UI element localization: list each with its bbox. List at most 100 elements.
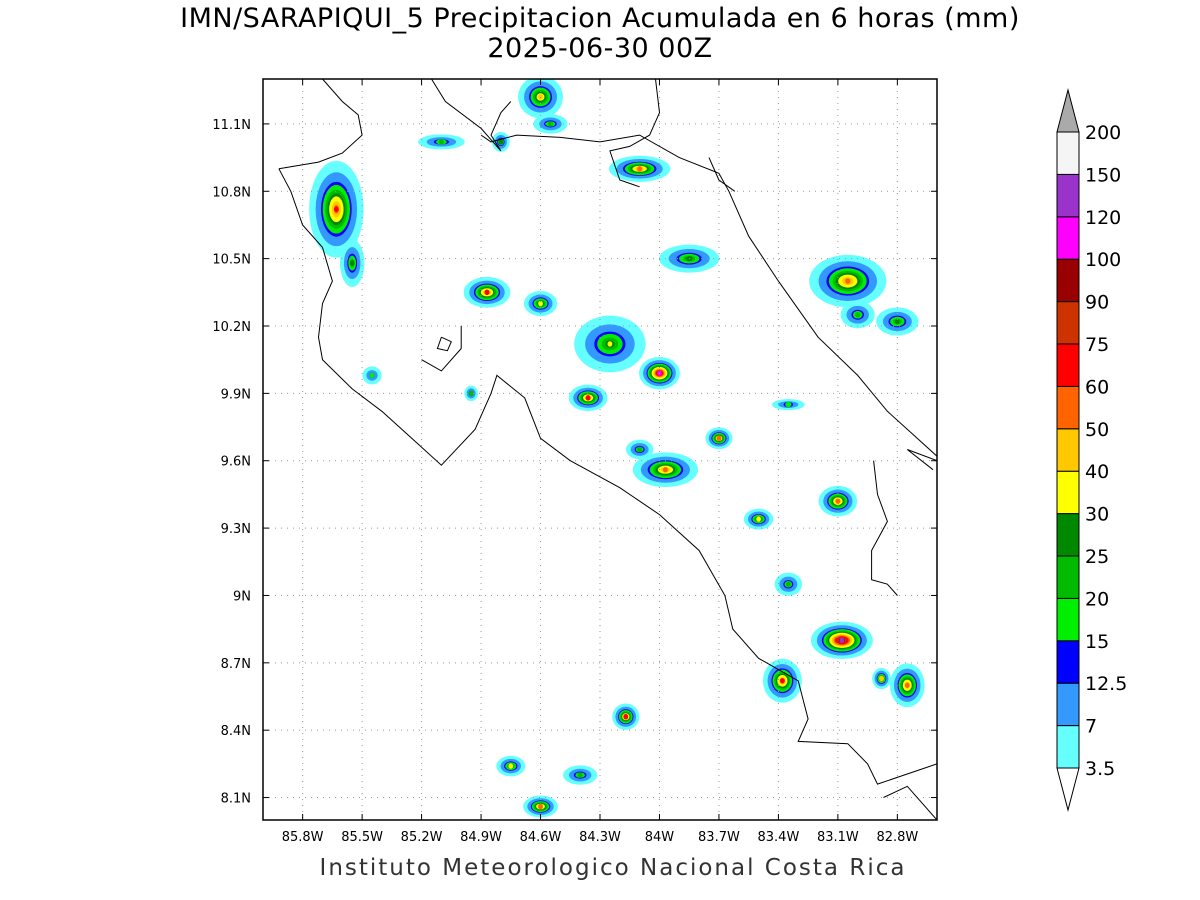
colorbar-swatch	[1056, 513, 1080, 557]
rain-contour	[637, 166, 643, 172]
lat-tick-label: 9N	[233, 589, 251, 604]
colorbar-level-label: 15	[1085, 631, 1109, 653]
colorbar-swatch	[1056, 470, 1080, 515]
rain-contour	[607, 341, 613, 347]
colorbar-swatch	[1056, 555, 1080, 599]
lon-tick-label: 84.9W	[460, 830, 502, 845]
colorbar-level-label: 40	[1085, 461, 1109, 483]
colorbar-level-label: 120	[1085, 207, 1121, 229]
rain-cell	[518, 79, 564, 119]
colorbar-over-arrow	[1056, 88, 1080, 133]
colorbar-level-label: 7	[1085, 716, 1097, 738]
rain-cell	[418, 134, 465, 150]
map-frame	[262, 78, 938, 821]
lon-tick-label: 85.8W	[282, 830, 324, 845]
colorbar-swatch	[1056, 428, 1080, 472]
colorbar-level-label: 75	[1085, 334, 1109, 356]
rain-cell	[771, 399, 805, 411]
rain-cell	[705, 427, 733, 450]
lat-tick-label: 9.6N	[221, 455, 251, 470]
rain-cell	[872, 667, 891, 690]
rain-cell	[625, 439, 654, 460]
colorbar-swatch	[1056, 343, 1080, 387]
lat-tick-label: 8.7N	[221, 657, 251, 672]
lon-tick-label: 85.5W	[341, 830, 383, 845]
coastlines-borders	[278, 79, 937, 820]
rain-cell	[818, 485, 858, 517]
colorbar-level-label: 20	[1085, 588, 1109, 610]
lat-tick-label: 9.3N	[221, 522, 251, 537]
rain-contour	[835, 498, 841, 504]
rain-contour	[349, 260, 355, 266]
rain-contour	[623, 714, 629, 720]
coastline	[421, 326, 462, 372]
rain-cell	[574, 315, 646, 373]
rain-cell	[463, 276, 511, 308]
rain-cell	[523, 291, 558, 317]
lon-tick-label: 83.1W	[817, 830, 859, 845]
rain-contour	[577, 772, 583, 778]
lon-tick-label: 83.4W	[758, 830, 800, 845]
rain-cell	[608, 155, 671, 182]
coastline	[883, 785, 937, 820]
rain-cell	[533, 114, 568, 134]
colorbar-level-label: 60	[1085, 376, 1109, 398]
rain-contour	[904, 682, 910, 688]
lon-tick-label: 85.2W	[401, 830, 443, 845]
rain-cell	[362, 366, 382, 385]
rain-contour	[637, 446, 643, 453]
rain-contour	[716, 435, 722, 441]
colorbar-level-label: 200	[1085, 122, 1121, 144]
colorbar-swatch	[1056, 301, 1080, 345]
rain-contour	[484, 289, 490, 296]
rain-cell	[612, 703, 640, 730]
rain-contour	[894, 318, 900, 325]
coastline	[609, 79, 661, 188]
rain-cell	[568, 384, 608, 412]
colorbar-swatch	[1056, 682, 1080, 727]
colorbar-swatch	[1056, 640, 1080, 684]
colorbar-level-label: 30	[1085, 504, 1109, 526]
lon-tick-label: 83.7W	[698, 830, 740, 845]
lat-tick-label: 9.9N	[221, 387, 251, 402]
precipitation-field	[309, 79, 925, 818]
colorbar-swatch	[1056, 385, 1080, 430]
lat-tick-label: 10.5N	[212, 253, 251, 268]
coastline	[436, 336, 452, 352]
coastline	[431, 79, 512, 152]
rain-contour	[439, 139, 444, 145]
colorbar-swatch	[1056, 258, 1080, 303]
rain-contour	[785, 581, 791, 587]
map-axes: 85.8W 85.5W 85.2W 84.9W 84.6W 84.3W 84W 83.7W 83…	[212, 79, 937, 845]
colorbar-under-arrow	[1056, 767, 1080, 812]
colorbar-level-label: 100	[1085, 249, 1121, 271]
rain-contour	[845, 278, 851, 284]
map-title: IMN/SARAPIQUI_5 Precipitacion Acumulada …	[180, 3, 1020, 34]
rain-contour	[468, 390, 474, 397]
rain-contour	[508, 763, 514, 769]
lon-tick-label: 84.6W	[520, 830, 562, 845]
rain-contour	[333, 206, 339, 212]
rain-contour	[498, 139, 504, 145]
rain-cell	[840, 301, 875, 329]
colorbar-swatch	[1056, 131, 1080, 175]
lon-tick-label: 82.8W	[876, 830, 918, 845]
coastline	[278, 168, 937, 785]
colorbar-legend: 3.5 7 12.5 15 20 25 30 40 50 60 75 90 100 120 150 200	[1056, 88, 1127, 812]
coastline	[480, 134, 937, 457]
colorbar-level-label: 50	[1085, 419, 1109, 441]
lon-tick-label: 84.3W	[579, 830, 621, 845]
rain-cell	[889, 663, 925, 708]
colorbar-level-label: 25	[1085, 546, 1109, 568]
rain-cell	[810, 621, 873, 660]
institution-credit: Instituto Meteorologico Nacional Costa R…	[319, 855, 907, 881]
rain-cell	[523, 795, 558, 818]
rain-contour	[538, 300, 543, 307]
rain-cell	[339, 239, 365, 287]
rain-cell	[632, 452, 699, 488]
rain-contour	[839, 637, 845, 644]
coastline	[708, 157, 736, 192]
rain-contour	[369, 372, 375, 379]
rain-cell	[496, 755, 526, 777]
